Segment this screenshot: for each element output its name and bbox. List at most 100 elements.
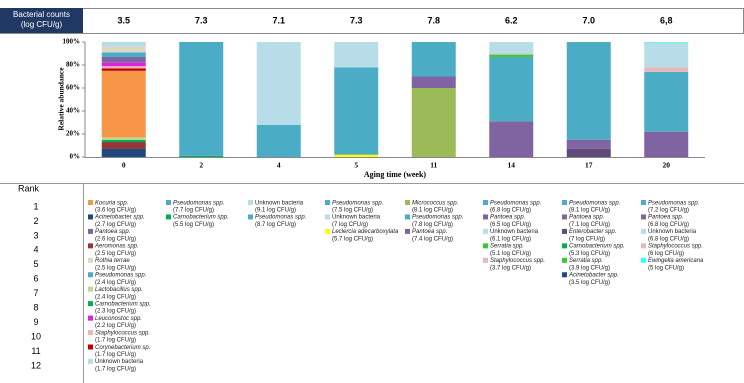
species-count: (7.8 log CFU/g) — [412, 222, 453, 228]
species-name: Unknown bacteria — [648, 229, 697, 235]
species-name: Pseudomonas spp. — [332, 200, 383, 206]
bar-segment — [411, 76, 456, 88]
legend-swatch — [88, 344, 93, 350]
species-count: (6.8 log CFU/g) — [648, 222, 689, 228]
y-tick-label: 0% — [70, 153, 81, 161]
species-count: (7.5 log CFU/g) — [332, 208, 373, 214]
bacterial-count: 7.3 — [195, 15, 208, 25]
bar-segment — [334, 42, 379, 68]
species-name: Staphylococcus spp. — [95, 330, 150, 336]
legend-swatch — [88, 358, 93, 364]
bar-segment — [489, 56, 534, 122]
species-name: Staphylococcus spp. — [490, 258, 545, 264]
rank-number: 3 — [33, 230, 38, 240]
rank-number: 10 — [31, 331, 41, 341]
bar-segment — [566, 139, 611, 149]
species-count: (5.7 log CFU/g) — [332, 236, 373, 242]
bar-segment — [101, 68, 146, 71]
legend-swatch — [166, 200, 171, 205]
species-count: (2.7 log CFU/g) — [95, 222, 136, 228]
legend-swatch — [641, 200, 646, 205]
legend-swatch — [88, 214, 93, 220]
bar-segment — [101, 148, 146, 157]
x-tick-label: 20 — [663, 161, 671, 170]
bar-segment — [489, 53, 534, 55]
legend-swatch — [562, 214, 567, 220]
legend-swatch — [483, 243, 488, 249]
species-count: (8.1 log CFU/g) — [569, 208, 610, 214]
bar-segment — [256, 42, 301, 125]
legend-swatch — [88, 286, 93, 292]
species-count: (2.3 log CFU/g) — [95, 309, 136, 315]
bar-segment — [101, 62, 146, 67]
species-name: Acinetobacter spp. — [94, 215, 145, 221]
species-count: (5.5 log CFU/g) — [173, 222, 214, 228]
bar-segment — [411, 42, 456, 77]
rank-number: 5 — [33, 259, 38, 269]
legend-swatch — [562, 243, 567, 249]
species-count: (6.8 log CFU/g) — [648, 236, 689, 242]
species-name: Pseudomonas spp. — [569, 200, 620, 206]
species-count: (2.6 log CFU/g) — [95, 236, 136, 242]
species-name: Pseudomonas spp. — [173, 200, 224, 206]
species-name: Carnobacterium spp. — [569, 244, 625, 250]
species-name: Kocuria spp. — [95, 200, 128, 206]
species-name: Unknown bacteria — [255, 200, 304, 206]
legend-swatch — [88, 315, 93, 321]
species-name: Pantoea spp. — [412, 229, 447, 235]
bacterial-count: 6,8 — [660, 15, 673, 25]
legend-swatch — [641, 228, 646, 234]
x-axis-title: Aging time (week) — [364, 170, 427, 179]
species-count: (7 log CFU/g) — [569, 236, 605, 242]
bar-segment — [334, 67, 379, 155]
bar-segment — [644, 67, 689, 72]
species-count: (1.7 log CFU/g) — [95, 367, 136, 373]
bar-segment — [179, 155, 224, 157]
species-name: Pantoea spp. — [490, 215, 525, 221]
species-count: (6.5 log CFU/g) — [490, 222, 531, 228]
bacterial-count: 7.3 — [350, 15, 363, 25]
bacterial-count: 7.1 — [272, 15, 285, 25]
x-tick-label: 2 — [199, 161, 203, 170]
legend-swatch — [641, 257, 646, 263]
legend-swatch — [483, 228, 488, 234]
species-name: Unknown bacteria — [95, 359, 144, 365]
legend-swatch — [88, 243, 93, 249]
counts-label: Bacterial counts (log CFU/g) — [0, 8, 83, 33]
rank-number: 4 — [33, 245, 38, 255]
bar-segment — [101, 52, 146, 57]
legend-swatch — [166, 214, 171, 220]
species-name: Pseudomonas spp. — [412, 215, 463, 221]
legend-swatch — [483, 257, 488, 263]
species-count: (8.1 log CFU/g) — [412, 208, 453, 214]
rank-number: 8 — [33, 303, 38, 313]
bar-segment — [101, 139, 146, 143]
x-tick-label: 11 — [430, 161, 437, 170]
species-count: (3.6 log CFU/g) — [95, 208, 136, 214]
bacterial-count: 3.5 — [117, 15, 130, 25]
rank-number: 1 — [33, 201, 38, 211]
rank-number: 9 — [33, 317, 38, 327]
species-count: (2.5 log CFU/g) — [95, 265, 136, 271]
species-count: (9.1 log CFU/g) — [255, 208, 296, 214]
species-name: Pseudomonas spp. — [255, 215, 306, 221]
species-name: Serratia spp. — [490, 244, 524, 250]
legend-swatch — [562, 200, 567, 205]
legend-swatch — [88, 272, 93, 278]
bar-segment — [411, 88, 456, 157]
bar-segment — [334, 154, 379, 157]
bar-segment — [256, 124, 301, 157]
legend-swatch — [88, 330, 93, 336]
bar-segment — [101, 142, 146, 149]
bar-segment — [101, 70, 146, 138]
species-name: Leclercia adecarboxylata — [332, 229, 399, 235]
y-tick-label: 20% — [66, 130, 80, 138]
species-name: Rothia terrae — [95, 258, 130, 264]
species-count: (7.1 log CFU/g) — [569, 222, 610, 228]
legend-swatch — [562, 257, 567, 263]
legend-swatch — [248, 200, 253, 205]
legend-swatch — [405, 214, 410, 220]
species-name: Pantoea spp. — [648, 215, 683, 221]
legend-swatch — [88, 257, 93, 263]
